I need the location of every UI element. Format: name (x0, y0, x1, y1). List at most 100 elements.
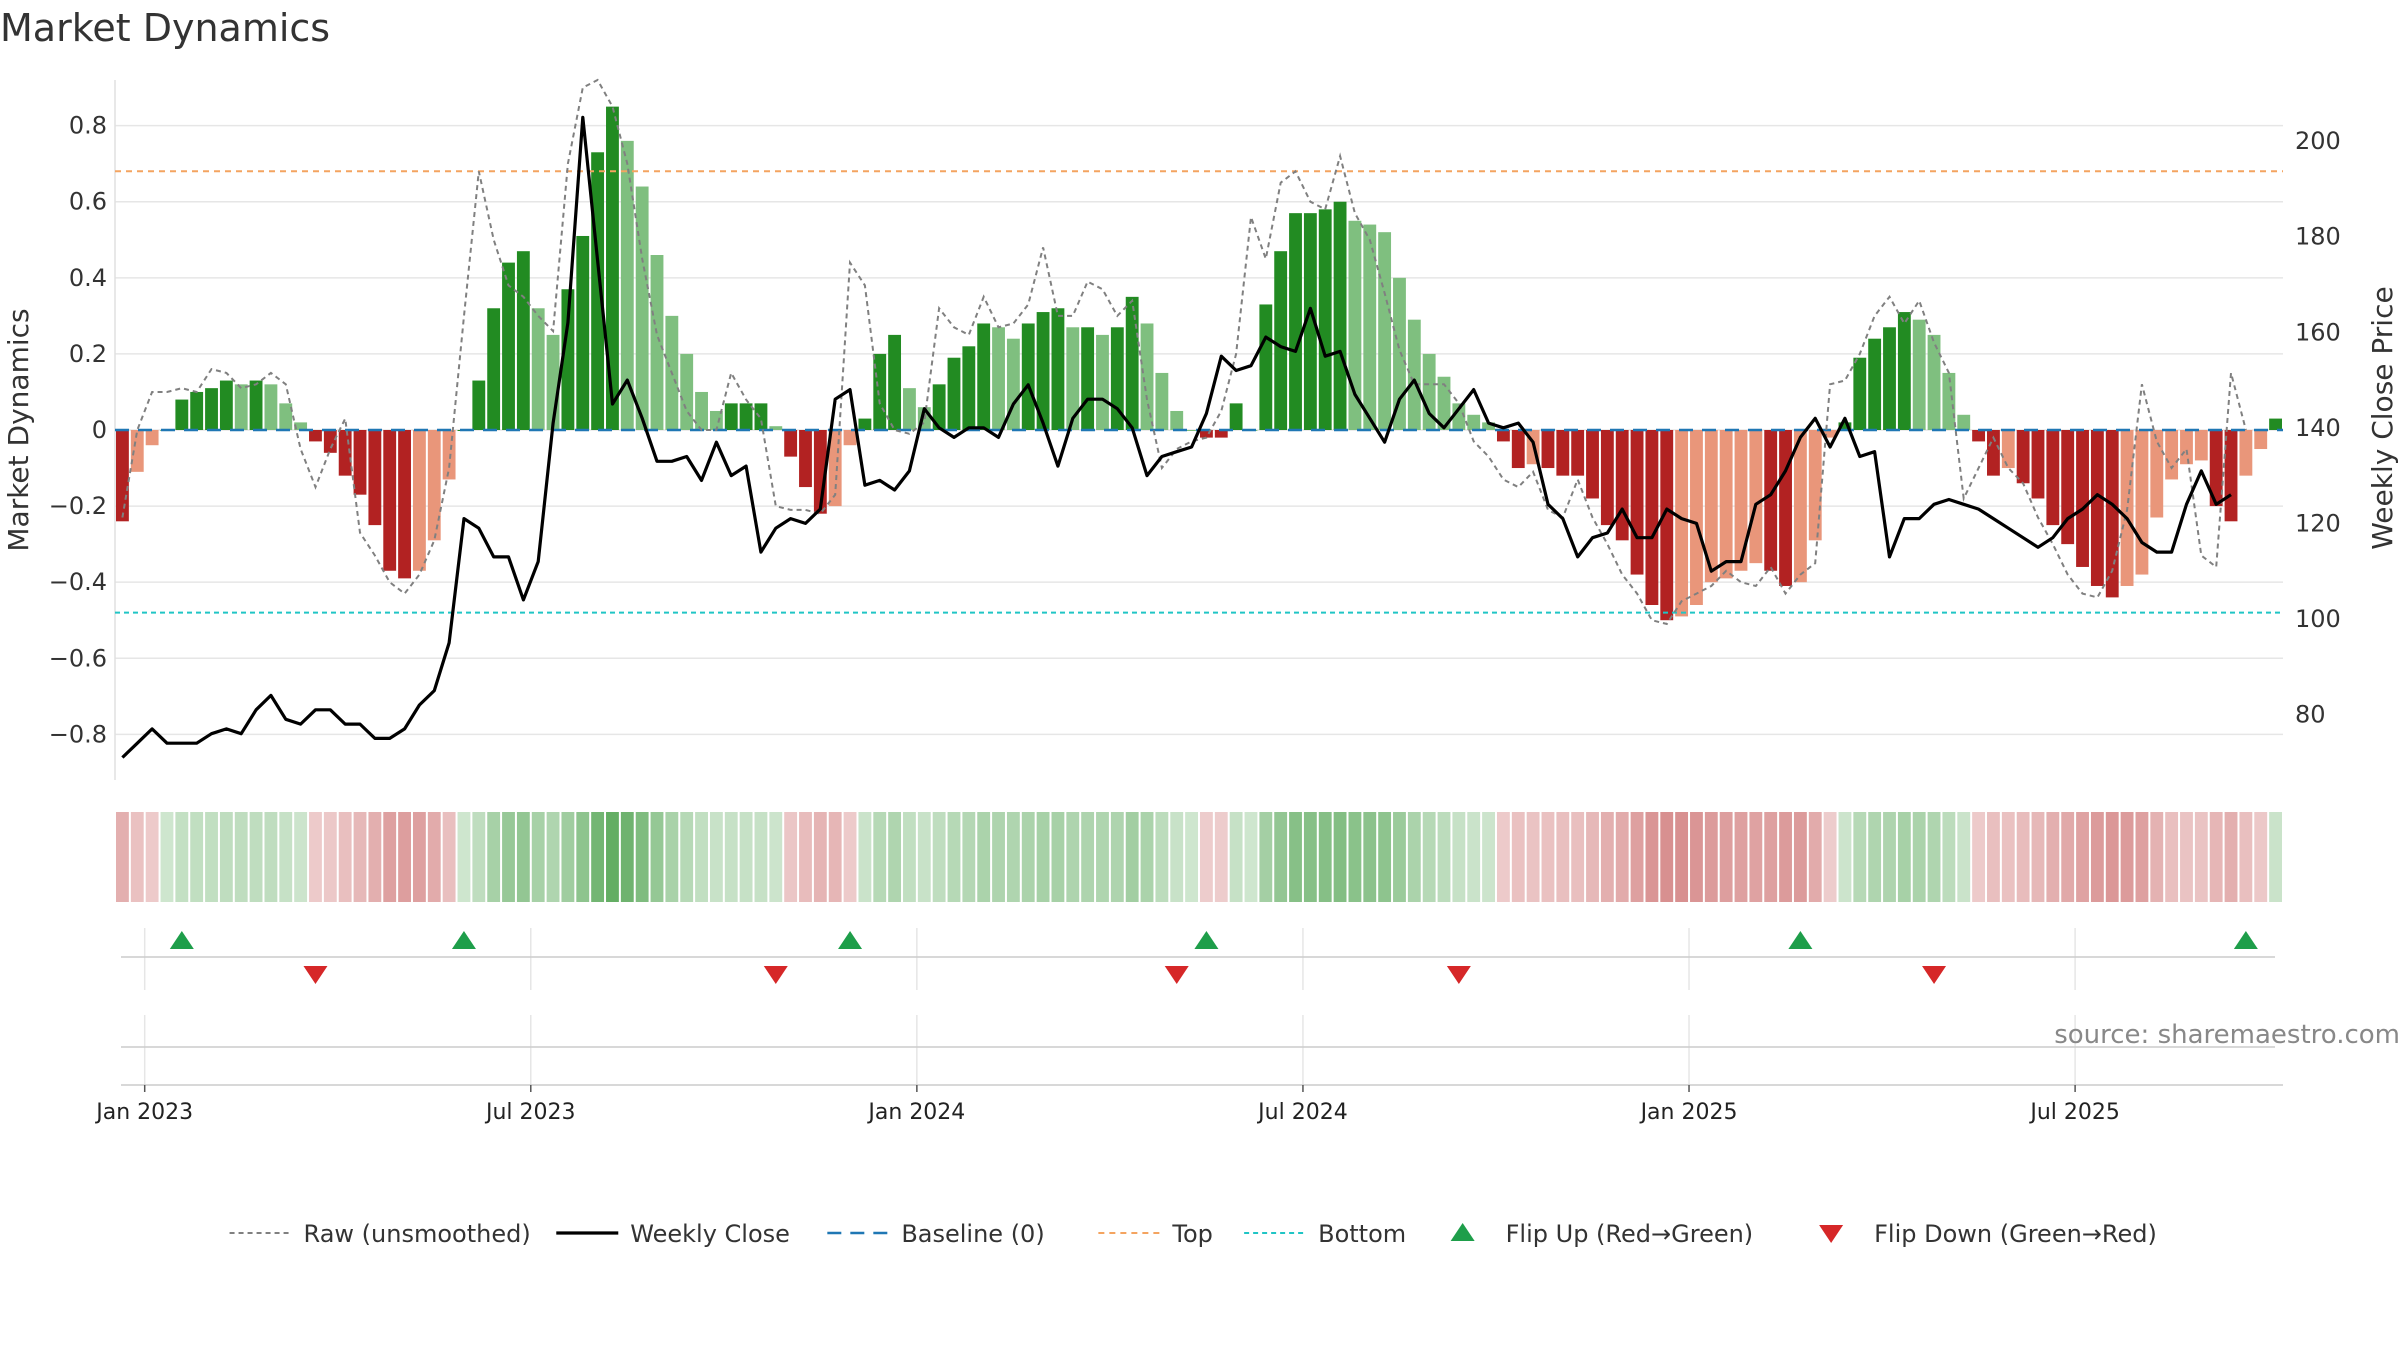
dynamics-bar (2150, 430, 2164, 518)
dynamics-bar (130, 430, 144, 472)
regime-strip-cell (1110, 812, 1124, 902)
dynamics-bar (635, 186, 649, 430)
regime-strip-cell (1571, 812, 1585, 902)
dynamics-bar (2001, 430, 2015, 469)
dynamics-bar (680, 353, 694, 430)
dynamics-bar (962, 346, 976, 430)
flip-down-marker (763, 966, 788, 984)
dynamics-bar (383, 430, 397, 571)
legend-label: Top (1171, 1220, 1213, 1248)
flip-down-marker (303, 966, 328, 984)
dynamics-bar (219, 380, 233, 430)
regime-strip-cell (1749, 812, 1763, 902)
regime-strip-cell (2076, 812, 2089, 902)
dynamics-bar (754, 403, 768, 430)
dynamics-bar (2031, 430, 2045, 499)
regime-strip-cell (1526, 812, 1540, 902)
y2-tick-label: 80 (2295, 701, 2326, 729)
dynamics-bar (2269, 418, 2282, 430)
flip-up-marker (2233, 931, 2258, 949)
legend-label: Baseline (0) (901, 1220, 1044, 1248)
flip-up-marker (1788, 931, 1813, 949)
legend-item-flip_up: Flip Up (Red→Green) (1450, 1220, 1754, 1248)
legend-label: Bottom (1318, 1220, 1406, 1248)
regime-strip-cell (1452, 812, 1466, 902)
legend-swatch (1819, 1225, 1844, 1243)
dynamics-bar (1957, 414, 1971, 430)
regime-strip-cell (398, 812, 411, 902)
dynamics-bar (2076, 430, 2089, 567)
flip-down-marker (1164, 966, 1189, 984)
regime-strip-cell (1957, 812, 1971, 902)
regime-strip-cell (1482, 812, 1495, 902)
flip-down-marker (1446, 966, 1471, 984)
regime-strip-cell (323, 812, 337, 902)
regime-strip-cell (546, 812, 560, 902)
dynamics-bar (620, 140, 634, 430)
dynamics-bar (1793, 430, 1807, 583)
regime-strip-cell (1868, 812, 1882, 902)
dynamics-bar (412, 430, 426, 571)
dynamics-bar (1675, 430, 1689, 617)
regime-strip-cell (1586, 812, 1599, 902)
dynamics-bar (190, 391, 204, 430)
legend-item-flip_down: Flip Down (Green→Red) (1819, 1220, 2157, 1248)
regime-strip-cell (1066, 812, 1080, 902)
dynamics-bar (1615, 430, 1629, 541)
x-tick-label: Jan 2023 (94, 1100, 193, 1125)
dynamics-bar (1467, 414, 1481, 430)
regime-strip-cell (1883, 812, 1896, 902)
regime-strip-cell (2016, 812, 2030, 902)
regime-strip-cell (665, 812, 679, 902)
weekly-close-line (121, 115, 2232, 759)
flip-up-marker (1194, 931, 1219, 949)
dynamics-bar (175, 399, 189, 430)
dynamics-bar (472, 380, 486, 430)
x-tick-label: Jul 2025 (2028, 1100, 2120, 1125)
regime-strip-cell (1690, 812, 1703, 902)
regime-strip-cell (1437, 812, 1451, 902)
regime-strip-cell (917, 812, 931, 902)
regime-strip-cell (2001, 812, 2015, 902)
dynamics-bar (650, 255, 664, 430)
dynamics-bar (1734, 430, 1748, 571)
y-tick-label: −0.2 (49, 492, 107, 520)
regime-strip-cell (992, 812, 1005, 902)
regime-strip-cell (1289, 812, 1302, 902)
regime-strip-cell (116, 812, 129, 902)
regime-strip-cell (2105, 812, 2119, 902)
regime-strip-cell (784, 812, 798, 902)
regime-strip-cell (962, 812, 976, 902)
x-tick-label: Jul 2024 (1256, 1100, 1348, 1125)
legend-label: Flip Up (Red→Green) (1506, 1220, 1754, 1248)
regime-strip-cell (2194, 812, 2208, 902)
dynamics-bar (1987, 430, 2000, 476)
dynamics-bar (1407, 319, 1421, 430)
regime-strip-cell (724, 812, 738, 902)
regime-strip-cell (1393, 812, 1406, 902)
regime-strip-cell (190, 812, 204, 902)
dynamics-bar (1170, 410, 1184, 430)
dynamics-bar (1719, 430, 1733, 579)
dynamics-bar (1808, 430, 1822, 541)
dynamics-bar (264, 384, 278, 430)
regime-strip-cell (1496, 812, 1510, 902)
regime-strip-cell (2269, 812, 2282, 902)
regime-strip-cell (1318, 812, 1332, 902)
regime-strip-cell (1006, 812, 1020, 902)
regime-strip-cell (680, 812, 694, 902)
y-tick-label: −0.4 (49, 568, 107, 596)
dynamics-bar (1600, 430, 1614, 526)
raw-series-line (121, 78, 2247, 626)
regime-strip-cell (1363, 812, 1377, 902)
regime-strip-cell (2254, 812, 2268, 902)
y-tick-label: −0.8 (49, 720, 107, 748)
regime-strip-cell (620, 812, 634, 902)
regime-strip-cell (1764, 812, 1778, 902)
regime-strip-cell (2046, 812, 2060, 902)
regime-strip-cell (739, 812, 753, 902)
regime-strip-cell (903, 812, 916, 902)
legend-item-baseline: Baseline (0) (827, 1220, 1045, 1248)
dynamics-bar (843, 430, 857, 446)
regime-strip-cell (1214, 812, 1228, 902)
